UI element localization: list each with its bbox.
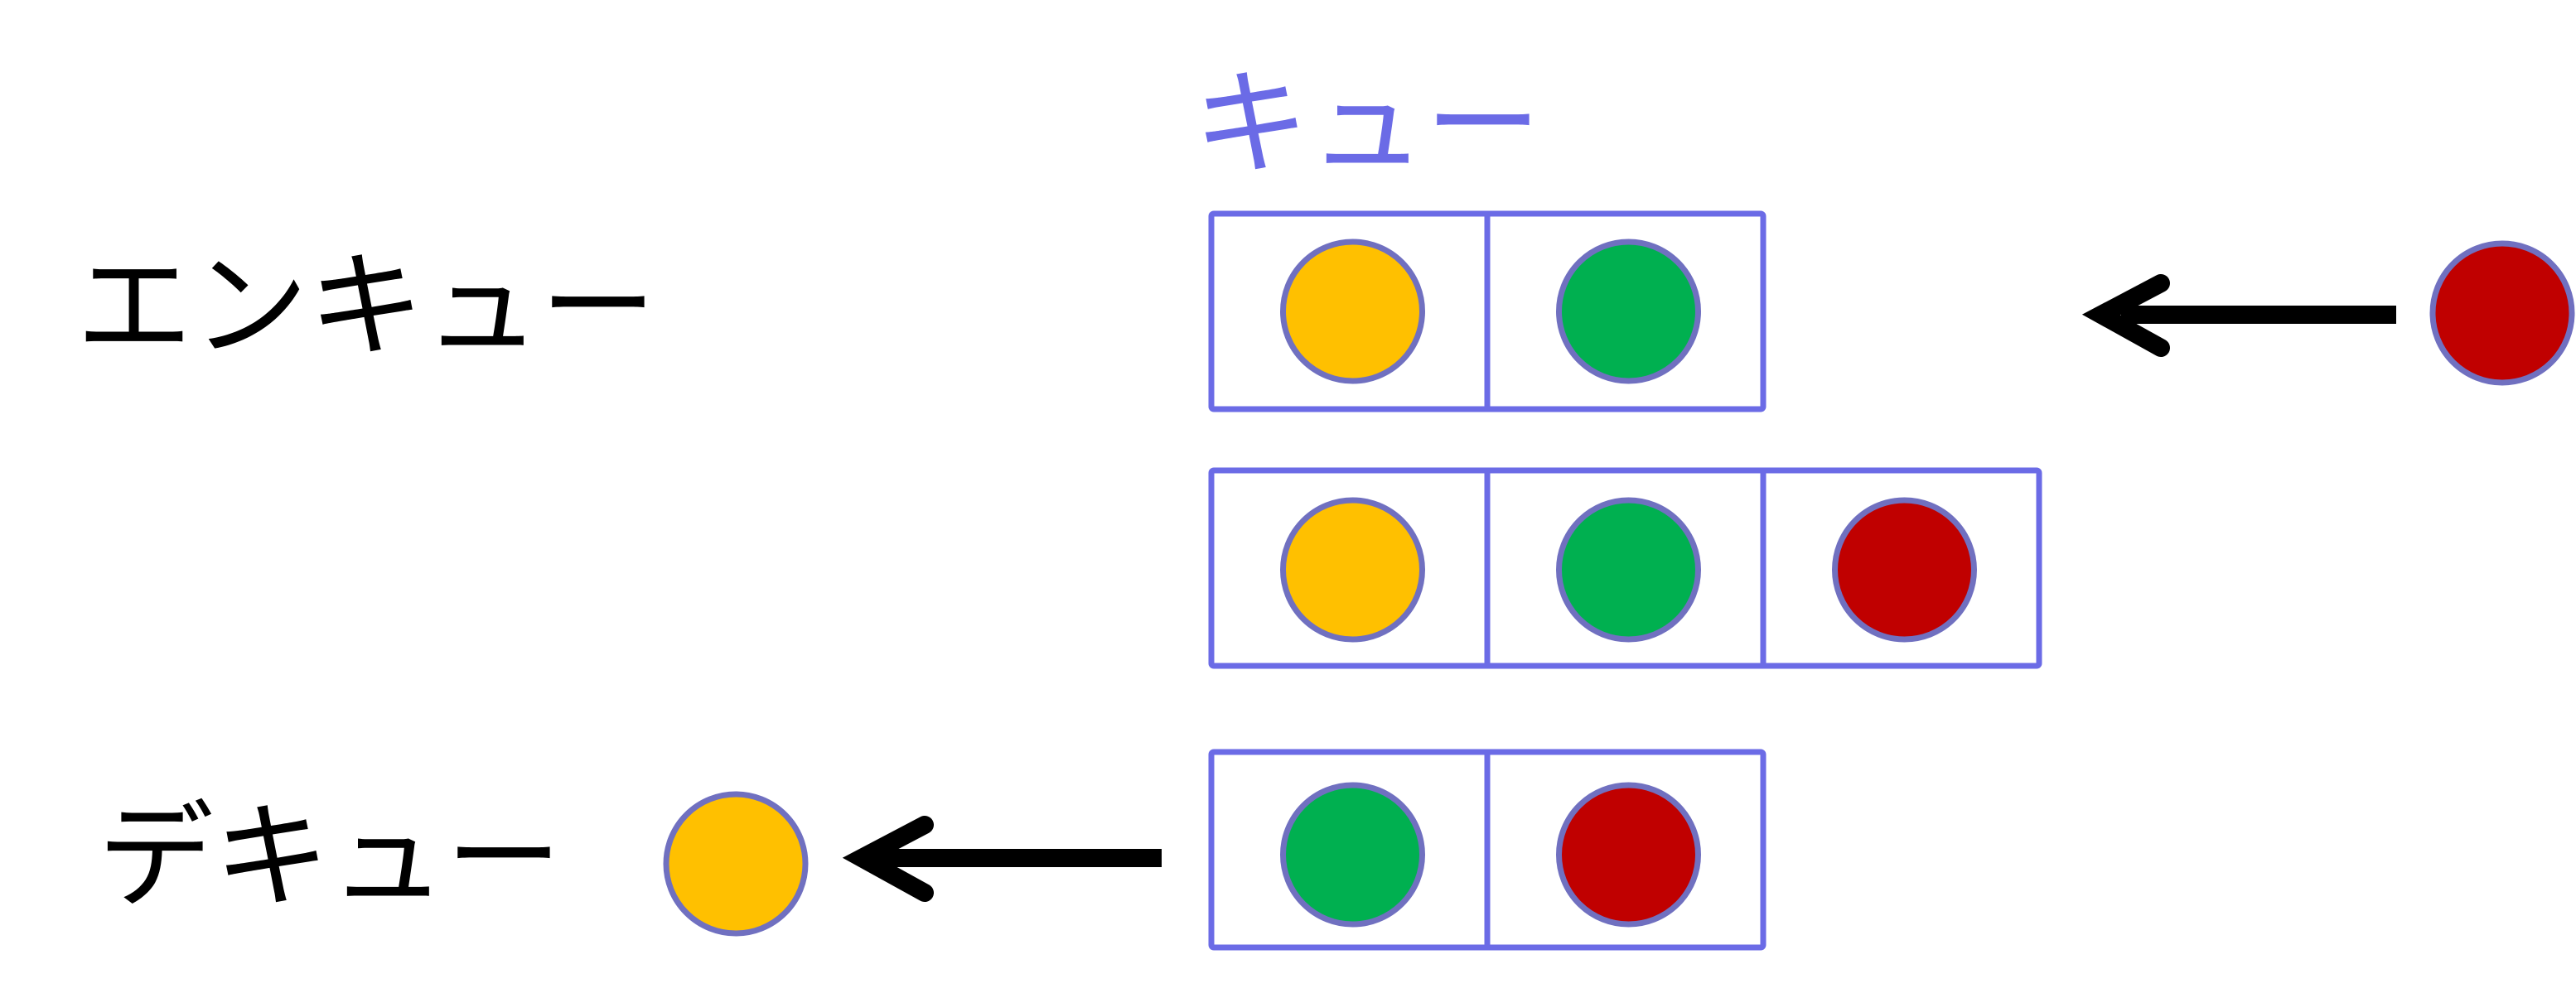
incoming-item-red [2429,240,2575,386]
queue-item-green [1280,782,1425,928]
queue-item-yellow [1280,239,1425,384]
queue-item-red [1556,782,1701,928]
queue-title: キュー [1193,57,1541,192]
enqueue-label: エンキュー [76,239,656,374]
dequeue-label: デキュー [98,790,562,925]
queue-row-dequeue-after [1208,749,1766,951]
queue-row-enqueue-after [1208,467,2042,669]
queue-item-green [1556,497,1701,643]
queue-row-enqueue-before [1208,210,1766,412]
queue-item-yellow [1280,497,1425,643]
queue-item-green [1556,239,1701,384]
outgoing-item-yellow [663,791,809,937]
enqueue-arrow [2081,274,2396,357]
queue-box [1208,467,2042,669]
dequeue-arrow [842,816,1162,902]
queue-item-red [1832,497,1977,643]
